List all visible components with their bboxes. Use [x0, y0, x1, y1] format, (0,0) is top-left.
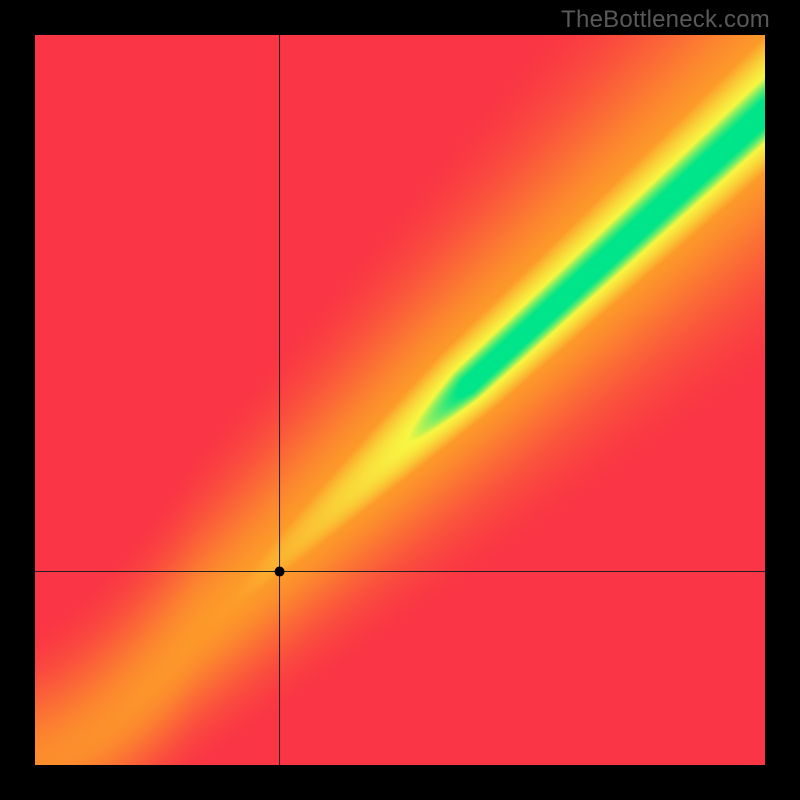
watermark-text: TheBottleneck.com — [561, 6, 770, 34]
chart-stage: TheBottleneck.com — [0, 0, 800, 800]
bottleneck-heatmap — [35, 35, 765, 765]
